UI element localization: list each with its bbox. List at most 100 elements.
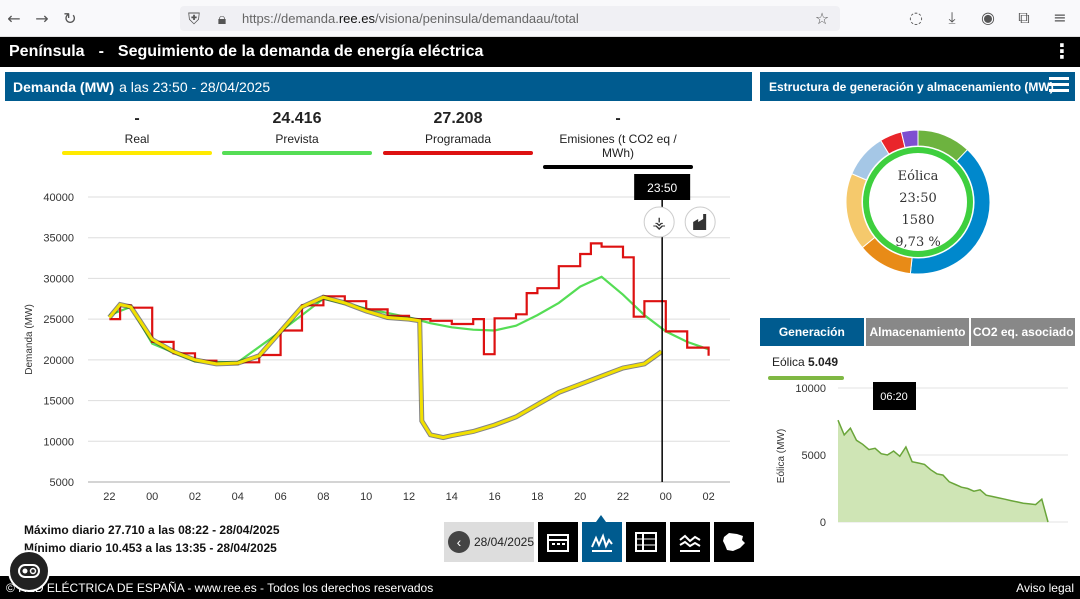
calendar-icon [547,534,569,552]
url-bar[interactable]: ⛨ 🔒︎ https://demanda.ree.es/visiona/peni… [180,6,840,31]
kpi-label: Prevista [275,132,319,146]
kpi-value: - [615,110,621,127]
donut-time: 23:50 [899,191,937,206]
small-cursor-label: 06:20 [880,391,908,403]
donut-slice-otras [900,129,919,149]
small-series-label: Eólica 5.049 [772,355,838,369]
kpi-bar [383,151,533,155]
kpi-real[interactable]: - Real [62,110,212,155]
app-header: Península - Seguimiento de la demanda de… [0,37,1080,67]
x-tick-label: 08 [317,491,329,503]
forward-icon[interactable]: → [35,8,49,28]
y-tick-label: 20000 [43,355,74,367]
menu-icon[interactable]: ≡ [1053,8,1067,27]
y-tick-label: 10000 [795,383,826,395]
table-icon [635,532,657,552]
kebab-menu-icon[interactable]: ⋮ [1052,39,1072,63]
kpi-value: 24.416 [272,110,322,127]
kpi-label: Emisiones (t CO2 eq / MWh) [559,132,677,160]
donut-highlight-ring [863,147,973,257]
shield-icon: ⛨ [187,8,200,28]
download-icon[interactable]: ⤓ [948,8,956,27]
kpi-value: - [134,110,140,127]
tab-co2[interactable]: CO2 eq. asociado [971,318,1076,346]
x-tick-label: 02 [189,491,201,503]
series-real [108,295,663,440]
x-tick-label: 00 [660,491,672,503]
lock-icon: 🔒︎ [217,8,227,28]
x-tick-label: 22 [103,491,115,503]
demand-label: Demanda (MW) [13,78,115,95]
kpi-emisiones[interactable]: - Emisiones (t CO2 eq / MWh) [543,110,693,169]
x-tick-label: 22 [617,491,629,503]
star-icon[interactable]: ☆ [814,9,830,28]
kpi-value: 27.208 [433,110,483,127]
y-axis-label: Eólica (MW) [776,429,787,483]
kpi-label: Programada [424,132,492,146]
demand-time: a las 23:50 - 28/04/2025 [119,78,271,95]
page-title: Seguimiento de la demanda de energía elé… [117,43,484,60]
legal-link[interactable]: Aviso legal [1016,580,1074,595]
tab-generacion[interactable]: Generación [760,318,864,346]
footer-copyright: © RED ELÉCTRICA DE ESPAÑA - www.ree.es -… [6,580,434,595]
browser-toolbar: ← → ↻ ⛨ 🔒︎ https://demanda.ree.es/vision… [0,0,1080,37]
tab-almacenamiento[interactable]: Almacenamiento [865,318,970,346]
demand-header: Demanda (MW) a las 23:50 - 28/04/2025 [5,72,752,101]
footer: © RED ELÉCTRICA DE ESPAÑA - www.ree.es -… [0,576,1080,599]
eolica-chart[interactable]: 0 5000 10000 Eólica (MW) 06:20 [760,376,1075,536]
structure-header: Estructura de generación y almacenamient… [760,72,1075,101]
reload-icon[interactable]: ↻ [63,8,77,28]
area-chart-button[interactable] [670,522,710,562]
back-icon[interactable]: ← [7,8,21,28]
x-tick-label: 04 [232,491,244,503]
list-menu-icon[interactable] [1049,77,1069,95]
small-series-name: Eólica [772,355,805,369]
kpi-programada[interactable]: 27.208 Programada [383,110,533,155]
cookie-icon [18,564,40,578]
y-tick-label: 25000 [43,314,74,326]
header-separator: - [98,43,104,60]
kpi-bar [543,165,693,169]
y-tick-label: 30000 [43,273,74,285]
x-tick-label: 02 [702,491,714,503]
donut-name: Eólica [897,169,939,184]
x-tick-label: 06 [274,491,286,503]
structure-tabs: Generación Almacenamiento CO2 eq. asocia… [760,318,1076,346]
donut-value: 1580 [901,213,935,228]
x-tick-label: 14 [446,491,458,503]
kpi-bar [62,151,212,155]
cursor-label: 23:50 [647,181,677,195]
extensions-icon[interactable]: ⧉ [1018,8,1030,27]
wind-button-bg [643,206,675,238]
factory-icon [693,214,707,230]
line-chart-button[interactable] [582,522,622,562]
small-cursor-box [873,382,916,410]
factory-button [684,206,716,238]
y-tick-label: 10000 [43,436,74,448]
x-tick-label: 20 [574,491,586,503]
active-tab-indicator [596,515,606,522]
cookie-settings-button[interactable] [8,550,50,592]
x-tick-label: 12 [403,491,415,503]
cursor-label-box [634,174,691,200]
series-programada [109,242,710,365]
account-icon[interactable]: ◉ [981,8,995,27]
wind-turbine-icon: ⚶ [652,213,666,232]
table-button[interactable] [626,522,666,562]
date-selector[interactable]: ‹ 28/04/2025 [444,522,534,562]
pocket-icon[interactable]: ◌ [909,8,923,27]
kpi-prevista[interactable]: 24.416 Prevista [222,110,372,155]
x-tick-label: 00 [146,491,158,503]
donut-center-info: Eólica 23:50 1580 9,73 % [866,166,970,254]
generation-donut-chart[interactable] [836,120,1000,284]
small-series-bar [768,376,844,380]
map-button[interactable] [714,522,754,562]
x-tick-label: 16 [488,491,500,503]
y-tick-label: 0 [820,517,826,529]
prev-day-icon[interactable]: ‹ [448,531,470,553]
y-tick-label: 40000 [43,192,74,204]
calendar-button[interactable] [538,522,578,562]
donut-percent: 9,73 % [895,235,941,250]
region-label: Península [9,43,85,60]
demand-chart[interactable]: 5000 10000 15000 20000 25000 30000 35000 40000 2… [0,170,752,510]
